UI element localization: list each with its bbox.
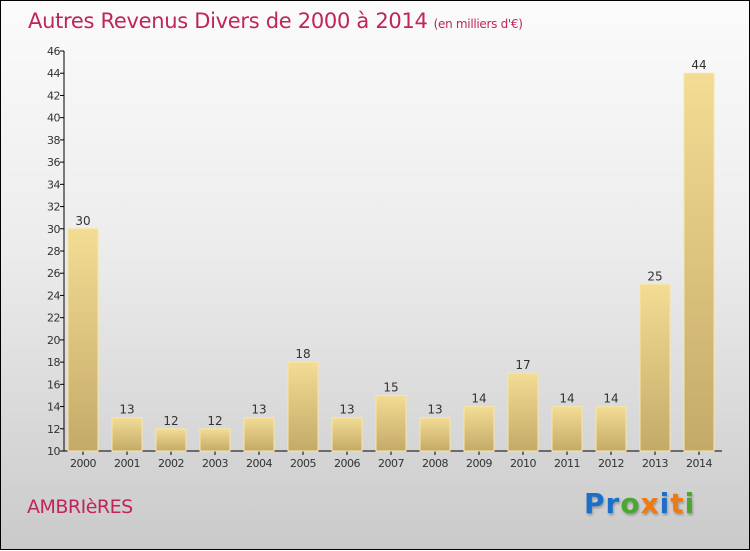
data-label: 30 [75,214,90,228]
data-label: 18 [295,347,310,361]
y-tick-label: 32 [47,201,60,214]
x-tick-label: 2009 [466,457,492,470]
title-text: Autres Revenus Divers de 2000 à 2014 [28,9,428,33]
bar-2004 [243,417,275,452]
logo-letter: P [584,487,606,520]
x-tick-label: 2001 [114,457,140,470]
data-label: 13 [119,403,134,417]
y-tick-label: 28 [47,245,60,258]
data-label: 14 [603,392,618,406]
x-tick-label: 2002 [158,457,184,470]
data-label: 13 [427,403,442,417]
bar-2013 [639,283,671,452]
bar-2014 [683,72,715,452]
bar-2010 [507,372,539,452]
x-tick-label: 2010 [510,457,536,470]
bar-2000 [67,228,99,452]
chart-title: Autres Revenus Divers de 2000 à 2014 (en … [28,9,523,33]
x-tick-label: 2004 [246,457,272,470]
data-label: 17 [515,358,530,372]
y-tick-label: 34 [47,178,60,191]
bar-2008 [419,417,451,452]
x-tick-label: 2006 [334,457,360,470]
bar-2012 [595,406,627,452]
y-tick-label: 40 [47,112,60,125]
bar-2009 [463,406,495,452]
y-tick-label: 24 [47,289,60,302]
bar-2007 [375,394,407,452]
y-tick-label: 44 [47,67,60,80]
y-tick-label: 14 [47,401,60,414]
y-tick-label: 18 [47,356,60,369]
data-label: 14 [471,392,486,406]
proxiti-logo[interactable]: Proxiti [584,487,695,520]
data-label: 14 [559,392,574,406]
bar-2003 [199,428,231,452]
data-label: 13 [251,403,266,417]
bar-2006 [331,417,363,452]
x-tick-label: 2011 [554,457,580,470]
city-name: AMBRIèRES [27,496,133,518]
x-tick-label: 2000 [70,457,96,470]
logo-letter: r [605,487,621,520]
data-label: 44 [691,58,706,72]
data-label: 15 [383,380,398,394]
x-tick-label: 2007 [378,457,404,470]
y-tick-label: 42 [47,89,60,102]
bar-2002 [155,428,187,452]
x-tick-label: 2013 [642,457,668,470]
logo-letter: t [670,487,685,520]
x-tick-label: 2012 [598,457,624,470]
y-tick-label: 22 [47,312,60,325]
y-tick-label: 12 [47,423,60,436]
x-tick-label: 2014 [686,457,712,470]
data-label: 13 [339,403,354,417]
data-label: 12 [163,414,178,428]
y-tick-label: 20 [47,334,60,347]
x-tick-label: 2003 [202,457,228,470]
y-tick-label: 16 [47,378,60,391]
y-tick-label: 10 [47,445,60,458]
bar-2005 [287,361,319,452]
data-label: 12 [207,414,222,428]
logo-letter: o [620,487,641,520]
y-tick-label: 36 [47,156,60,169]
logo-letter: x [640,487,660,520]
y-tick-label: 26 [47,267,60,280]
logo-letter: i [659,487,671,520]
y-tick-label: 38 [47,134,60,147]
subtitle-text: (en milliers d'€) [433,17,523,31]
data-label: 25 [647,269,662,283]
bar-2011 [551,406,583,452]
y-tick-label: 46 [47,45,60,58]
x-tick-label: 2005 [290,457,316,470]
bar-2001 [111,417,143,452]
y-tick-label: 30 [47,223,60,236]
x-tick-label: 2008 [422,457,448,470]
logo-letter: i [684,487,696,520]
